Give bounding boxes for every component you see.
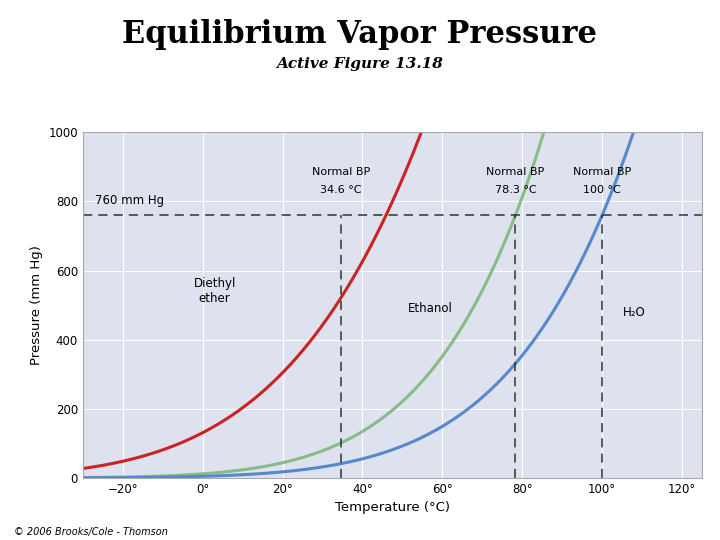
Text: Diethyl
ether: Diethyl ether [194, 277, 236, 305]
Text: 100 °C: 100 °C [583, 185, 621, 194]
Y-axis label: Pressure (mm Hg): Pressure (mm Hg) [30, 245, 42, 365]
Text: 78.3 °C: 78.3 °C [495, 185, 536, 194]
Text: Normal BP: Normal BP [312, 167, 370, 177]
X-axis label: Temperature (°C): Temperature (°C) [335, 501, 450, 514]
Text: Normal BP: Normal BP [486, 167, 544, 177]
Text: Normal BP: Normal BP [573, 167, 631, 177]
Text: 34.6 °C: 34.6 °C [320, 185, 361, 194]
Text: Equilibrium Vapor Pressure: Equilibrium Vapor Pressure [122, 19, 598, 50]
Text: © 2006 Brooks/Cole - Thomson: © 2006 Brooks/Cole - Thomson [14, 527, 168, 537]
Text: 760 mm Hg: 760 mm Hg [95, 194, 164, 207]
Text: H₂O: H₂O [623, 306, 645, 319]
Text: Ethanol: Ethanol [408, 302, 453, 315]
Text: Active Figure 13.18: Active Figure 13.18 [276, 57, 444, 71]
